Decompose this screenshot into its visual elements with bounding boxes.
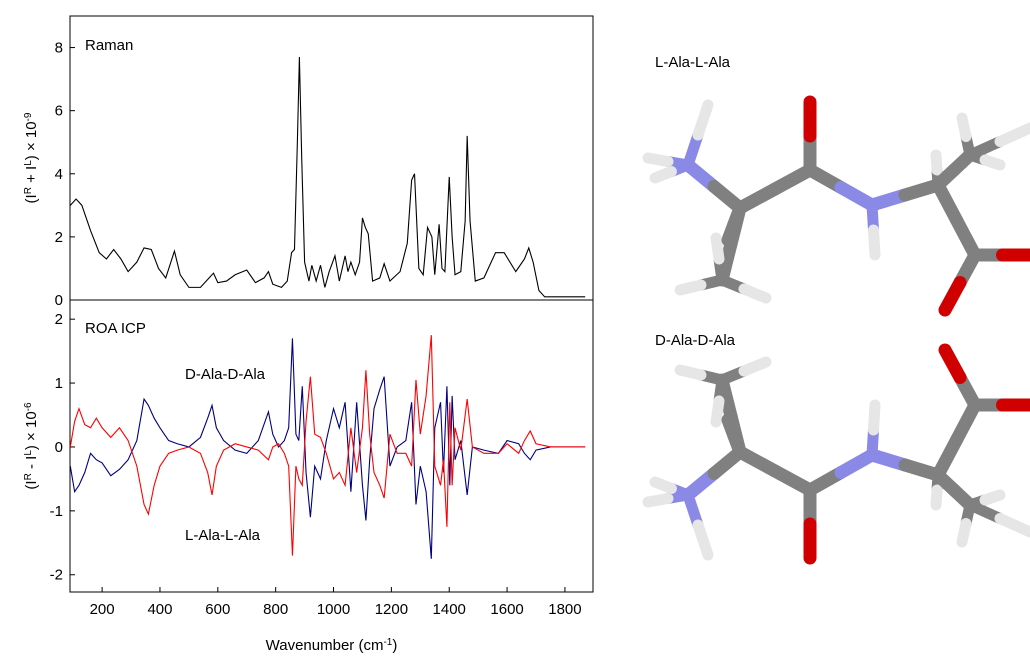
y-tick-label: -1	[50, 503, 63, 520]
x-tick-label: 800	[263, 601, 288, 618]
bond	[1000, 519, 1030, 533]
x-tick-label: 200	[90, 601, 115, 618]
spectrum-line	[70, 57, 585, 297]
bond	[680, 370, 701, 375]
y-tick-label: 0	[55, 292, 63, 309]
series-label: L-Ala-L-Ala	[185, 527, 261, 544]
spectrum-line	[70, 335, 585, 555]
bond	[1000, 128, 1030, 142]
bond	[655, 172, 672, 179]
figure: L-Ala-L-Ala D-Ala-D-Ala 0 2 4 6 8 (IR + IL) × 1…	[0, 0, 1030, 655]
image-label: D-Ala-D-Ala	[655, 332, 736, 349]
x-tick-label: 600	[205, 601, 230, 618]
y-axis-label-part: R	[23, 473, 34, 480]
y-tick-label: 2	[55, 229, 63, 246]
y-axis-label-part: ) × 10	[23, 411, 40, 450]
bond	[716, 238, 719, 259]
y-tick-label: 4	[55, 166, 63, 183]
bond	[936, 155, 937, 170]
x-tick-label: 1800	[548, 601, 581, 618]
y-axis-label-part: (I	[23, 480, 40, 489]
series-label: D-Ala-D-Ala	[185, 366, 266, 383]
x-tick-label: 1600	[490, 601, 523, 618]
bond	[655, 482, 672, 489]
x-axis-label-part: Wavenumber (cm	[266, 637, 384, 654]
bond	[680, 285, 701, 290]
y-axis-label: (IR - IL) × 10-6	[23, 402, 41, 490]
y-tick-label: 0	[55, 439, 63, 456]
bond	[874, 405, 876, 430]
annotation: ROA ICP	[85, 320, 146, 337]
y-axis-label-part: R	[23, 187, 34, 194]
y-axis-label-part: ) × 10	[23, 121, 40, 160]
y-axis-label-part: (I	[23, 194, 40, 203]
bond	[698, 525, 708, 555]
x-axis-label: Wavenumber (cm-1)	[266, 637, 398, 655]
bond	[936, 490, 937, 505]
image-label: L-Ala-L-Ala	[655, 54, 731, 71]
molecule	[648, 102, 1030, 310]
bond	[648, 158, 668, 162]
x-axis-label-part: )	[392, 637, 397, 654]
y-tick-label: -2	[50, 567, 63, 584]
bond	[874, 230, 876, 255]
bond	[985, 495, 1000, 500]
annotation: Raman	[85, 37, 133, 54]
x-tick-label: 400	[147, 601, 172, 618]
molecule	[648, 350, 1030, 558]
x-tick-label: 1200	[375, 601, 408, 618]
bond	[728, 224, 734, 240]
spectrum-line	[70, 338, 585, 558]
y-axis-label-part: -6	[23, 402, 34, 411]
bond	[962, 524, 966, 543]
x-tick-label: 1400	[433, 601, 466, 618]
y-axis-label-part: -9	[23, 112, 34, 121]
y-tick-label: 1	[55, 375, 63, 392]
bond	[945, 350, 960, 378]
bond	[744, 362, 766, 371]
bond	[648, 499, 668, 503]
y-tick-label: 6	[55, 103, 63, 120]
y-tick-label: 8	[55, 40, 63, 57]
y-axis-label-part: + I	[23, 166, 40, 187]
y-axis-label: (IR + IL) × 10-9	[23, 112, 41, 203]
bond	[962, 118, 966, 137]
plot-frame	[70, 300, 593, 592]
x-tick-label: 1000	[317, 601, 350, 618]
bond	[716, 401, 719, 422]
plot-frame	[70, 16, 593, 300]
bond	[744, 289, 766, 298]
bond	[728, 420, 734, 436]
bond	[985, 160, 1000, 165]
y-tick-label: 2	[55, 311, 63, 328]
bond	[945, 283, 960, 311]
y-axis-label-part: - I	[23, 456, 40, 474]
bond	[698, 105, 708, 135]
